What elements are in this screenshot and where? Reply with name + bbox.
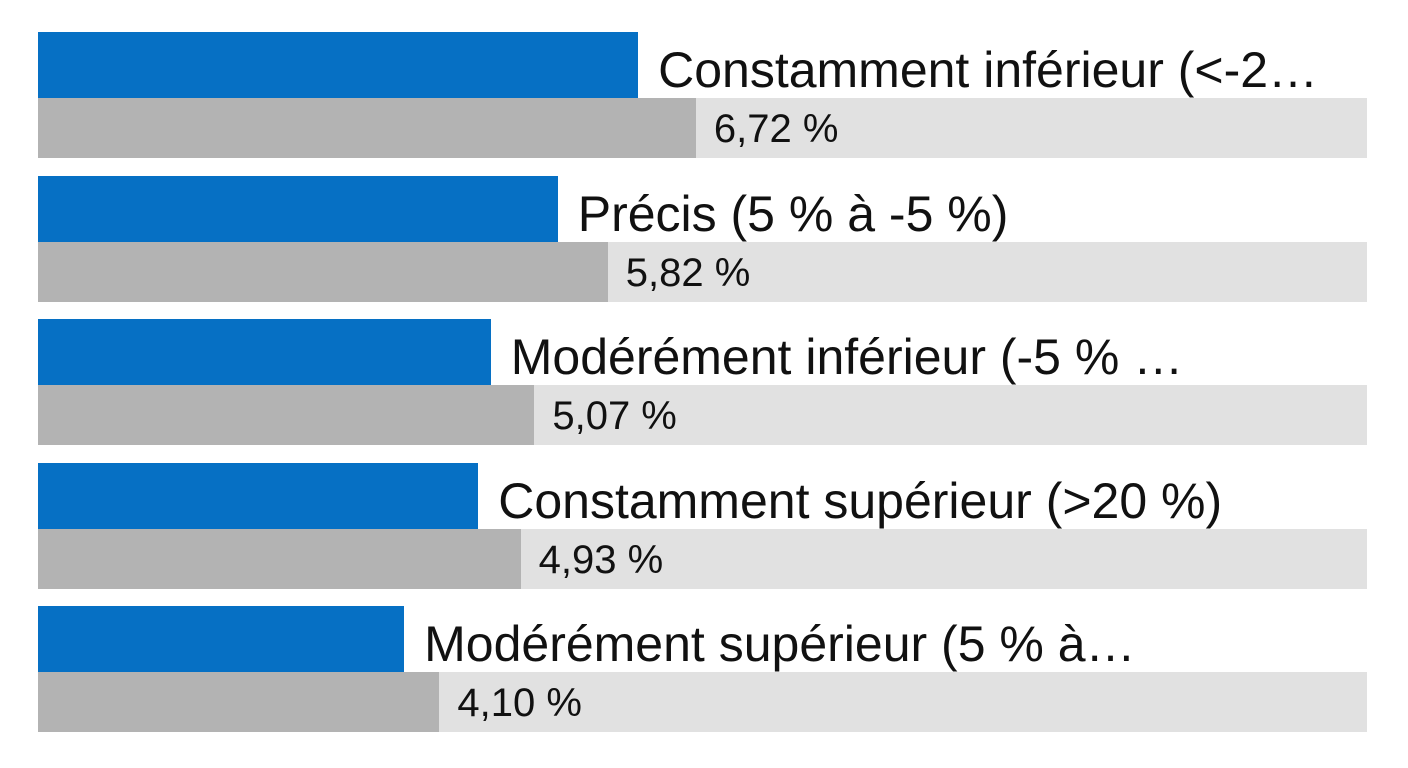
bar-band: [38, 175, 1367, 242]
value-fill: [38, 528, 521, 589]
value-fill: [38, 385, 535, 446]
value-track: 5,82 %: [38, 241, 1367, 302]
bar-4: [38, 462, 479, 529]
value-label: 5,07 %: [552, 394, 677, 439]
value-track: 4,93 %: [38, 528, 1367, 589]
category-label: Constamment supérieur (>20 %): [498, 472, 1223, 529]
value-track: 6,72 %: [38, 98, 1367, 158]
bar-row: Modérément inférieur (-5 % … 5,07 %: [38, 319, 1367, 446]
value-fill: [38, 672, 440, 733]
bar-row: Constamment inférieur (<-2… 6,72 %: [38, 32, 1367, 158]
bar-band: [38, 32, 1367, 98]
bar-band: [38, 462, 1367, 529]
bar-band: [38, 319, 1367, 386]
category-label: Modérément inférieur (-5 % …: [510, 329, 1184, 386]
bar-2: [38, 175, 558, 242]
category-label: Précis (5 % à -5 %): [577, 185, 1009, 242]
value-track: 4,10 %: [38, 672, 1367, 733]
bar-1: [38, 32, 639, 98]
value-fill: [38, 98, 696, 158]
bar-5: [38, 606, 405, 673]
bar-3: [38, 319, 491, 386]
value-fill: [38, 241, 608, 302]
bar-row: Constamment supérieur (>20 %) 4,93 %: [38, 462, 1367, 589]
value-label: 4,10 %: [457, 681, 582, 726]
value-label: 5,82 %: [625, 250, 751, 295]
category-label: Modérément supérieur (5 % à…: [424, 616, 1136, 673]
category-label: Constamment inférieur (<-2…: [658, 42, 1319, 98]
value-track: 5,07 %: [38, 385, 1367, 446]
bar-band: [38, 606, 1367, 673]
value-label: 4,93 %: [538, 537, 664, 582]
bar-row: Modérément supérieur (5 % à… 4,10 %: [38, 606, 1367, 733]
bar-row: Précis (5 % à -5 %) 5,82 %: [38, 175, 1367, 302]
value-label: 6,72 %: [713, 107, 839, 151]
